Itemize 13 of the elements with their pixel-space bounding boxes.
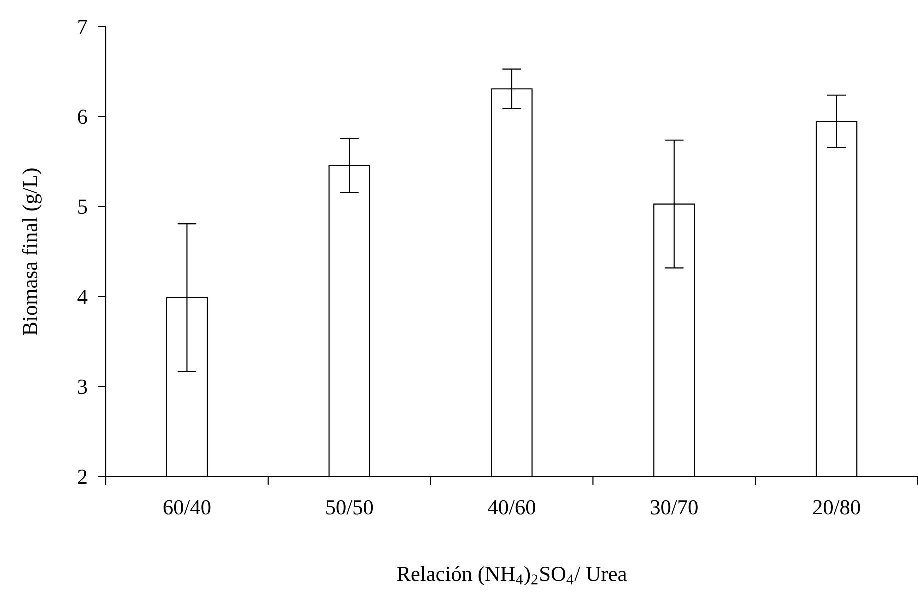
x-tick-label: 40/60 [488, 500, 536, 515]
y-tick-label: 3 [78, 380, 88, 394]
x-tick-label: 50/50 [326, 500, 374, 515]
x-tick-label: 30/70 [651, 500, 698, 515]
x-tick-label: 20/80 [813, 500, 860, 515]
x-tick-label: 60/40 [164, 500, 211, 515]
y-tick-label: 2 [78, 470, 87, 484]
y-axis-title: Biomasa final (g/L) [22, 168, 42, 336]
y-tick-label: 5 [78, 200, 88, 214]
y-tick-label: 4 [78, 290, 88, 304]
y-tick-label: 6 [78, 110, 88, 124]
x-axis-title: Relación (NH$_{4}$)$_{2}$SO$_{4}$/ Urea [397, 566, 627, 586]
y-tick-label: 7 [78, 20, 88, 34]
